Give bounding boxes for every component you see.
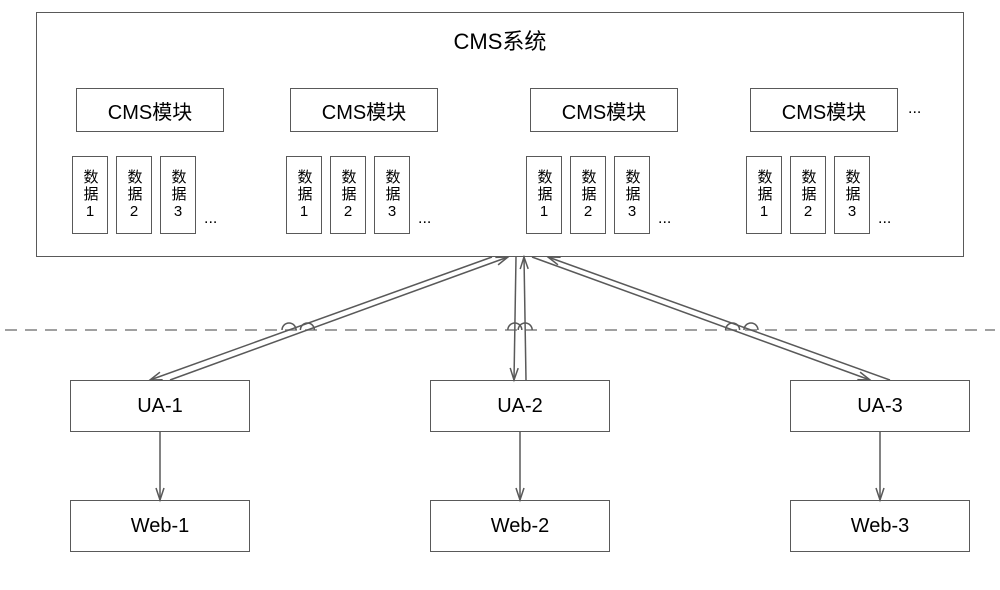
cms-module-2-data-2-label: 数据2 bbox=[338, 169, 359, 222]
cms-module-3-data-1-label: 数据1 bbox=[534, 169, 555, 222]
web-box-1: Web-1 bbox=[70, 500, 250, 552]
cms-module-3-data-3-label: 数据3 bbox=[622, 169, 643, 222]
cms-module-box-3: CMS模块 bbox=[530, 88, 678, 132]
cms-module-3-data-2: 数据2 bbox=[570, 156, 606, 234]
cms-module-4-data-3-label: 数据3 bbox=[842, 169, 863, 222]
cms-module-2-data-2: 数据2 bbox=[330, 156, 366, 234]
web-box-2: Web-2 bbox=[430, 500, 610, 552]
ua-box-1: UA-1 bbox=[70, 380, 250, 432]
cms-module-4-data-2: 数据2 bbox=[790, 156, 826, 234]
cms-module-4-data-2-label: 数据2 bbox=[798, 169, 819, 222]
cms-module-1-data-1: 数据1 bbox=[72, 156, 108, 234]
cms-module-1-data-2: 数据2 bbox=[116, 156, 152, 234]
cms-module-2-data-3: 数据3 bbox=[374, 156, 410, 234]
cms-module-3-data-3: 数据3 bbox=[614, 156, 650, 234]
cms-module-4-data-1: 数据1 bbox=[746, 156, 782, 234]
cms-module-4-data-3: 数据3 bbox=[834, 156, 870, 234]
ua-box-3: UA-3 bbox=[790, 380, 970, 432]
cms-module-1-data-ellipsis: ... bbox=[204, 210, 217, 228]
cms-module-1-data-2-label: 数据2 bbox=[124, 169, 145, 222]
cms-module-2-data-1-label: 数据1 bbox=[294, 169, 315, 222]
cms-system-title: CMS系统 bbox=[36, 24, 964, 56]
cms-module-1-data-3: 数据3 bbox=[160, 156, 196, 234]
ua-box-2: UA-2 bbox=[430, 380, 610, 432]
cms-module-1-data-1-label: 数据1 bbox=[80, 169, 101, 222]
cms-module-box-2: CMS模块 bbox=[290, 88, 438, 132]
cms-module-2-data-3-label: 数据3 bbox=[382, 169, 403, 222]
cms-module-ellipsis: ... bbox=[908, 100, 921, 118]
cms-module-box-4: CMS模块 bbox=[750, 88, 898, 132]
cms-module-box-1: CMS模块 bbox=[76, 88, 224, 132]
cms-module-3-data-2-label: 数据2 bbox=[578, 169, 599, 222]
cms-module-3-data-1: 数据1 bbox=[526, 156, 562, 234]
cms-module-4-data-ellipsis: ... bbox=[878, 210, 891, 228]
cms-module-2-data-1: 数据1 bbox=[286, 156, 322, 234]
cms-module-4-data-1-label: 数据1 bbox=[754, 169, 775, 222]
web-box-3: Web-3 bbox=[790, 500, 970, 552]
cms-module-1-data-3-label: 数据3 bbox=[168, 169, 189, 222]
cms-module-3-data-ellipsis: ... bbox=[658, 210, 671, 228]
cms-module-2-data-ellipsis: ... bbox=[418, 210, 431, 228]
